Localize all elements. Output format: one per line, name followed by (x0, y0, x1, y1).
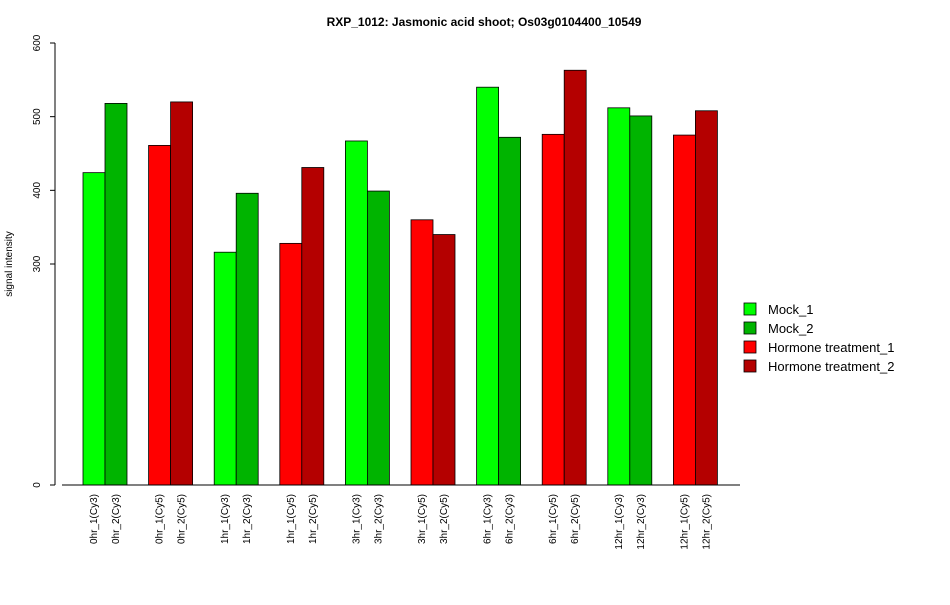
legend: Mock_1 Mock_2 Hormone treatment_1 Hormone t… (743, 302, 894, 374)
bar (541, 133, 565, 486)
bar (563, 69, 587, 486)
x-tick-label: 0hr_2(Cy3) (111, 494, 122, 544)
x-tick-label: 0hr_2(Cy5) (177, 494, 188, 544)
bar (344, 140, 368, 486)
x-tick-label: 3hr_2(Cy5) (439, 494, 450, 544)
x-tick-label: 1hr_2(Cy5) (308, 494, 319, 544)
bar (432, 234, 456, 486)
x-tick-label: 12hr_2(Cy5) (701, 494, 712, 550)
bar-group (82, 69, 718, 486)
x-tick-label: 1hr_2(Cy3) (242, 494, 253, 544)
x-tick-label: 12hr_1(Cy3) (614, 494, 625, 550)
chart-title: RXP_1012: Jasmonic acid shoot; Os03g0104… (327, 15, 642, 29)
bar (82, 172, 106, 486)
y-tick-label: 500 (32, 108, 43, 125)
x-tick-label: 6hr_2(Cy5) (570, 494, 581, 544)
y-tick-label: 300 (32, 255, 43, 272)
bar (213, 251, 237, 486)
x-tick-label: 0hr_1(Cy5) (155, 494, 166, 544)
x-tick-labels: 0hr_1(Cy3) 0hr_2(Cy3) 0hr_1(Cy5) 0hr_2(Cy5)… (89, 494, 712, 550)
y-axis-label: signal intensity (4, 231, 15, 297)
bar (366, 190, 390, 486)
bar (629, 115, 653, 486)
x-tick-label: 3hr_1(Cy3) (351, 494, 362, 544)
bar (301, 167, 325, 486)
x-tick-label: 12hr_1(Cy5) (679, 494, 690, 550)
bar (498, 136, 522, 486)
bar (410, 219, 434, 486)
legend-swatch (743, 359, 757, 373)
bar (279, 242, 303, 486)
y-tick-label: 400 (32, 182, 43, 199)
x-tick-label: 0hr_1(Cy3) (89, 494, 100, 544)
bar (170, 101, 194, 486)
bar (235, 192, 259, 486)
legend-label: Hormone treatment_1 (768, 340, 894, 355)
bar (607, 107, 631, 486)
y-tick-label: 600 (32, 34, 43, 51)
x-tick-label: 1hr_1(Cy3) (220, 494, 231, 544)
x-tick-label: 12hr_2(Cy3) (636, 494, 647, 550)
bar (673, 134, 696, 486)
x-tick-label: 6hr_1(Cy5) (548, 494, 559, 544)
x-tick-label: 6hr_1(Cy3) (483, 494, 494, 544)
x-tick-label: 3hr_1(Cy5) (417, 494, 428, 544)
bar (695, 110, 718, 486)
x-tick-label: 1hr_1(Cy5) (286, 494, 297, 544)
legend-label: Hormone treatment_2 (768, 359, 894, 374)
bar (148, 144, 172, 486)
legend-label: Mock_2 (768, 321, 814, 336)
y-tick-label: 0 (32, 482, 43, 488)
bar (476, 86, 500, 486)
bar (104, 103, 128, 486)
legend-swatch (743, 321, 757, 335)
x-tick-label: 3hr_2(Cy3) (373, 494, 384, 544)
x-tick-label: 6hr_2(Cy3) (505, 494, 516, 544)
legend-label: Mock_1 (768, 302, 814, 317)
legend-swatch (743, 302, 757, 316)
y-axis: 0 300 400 500 600 (32, 34, 56, 488)
legend-swatch (743, 340, 757, 354)
